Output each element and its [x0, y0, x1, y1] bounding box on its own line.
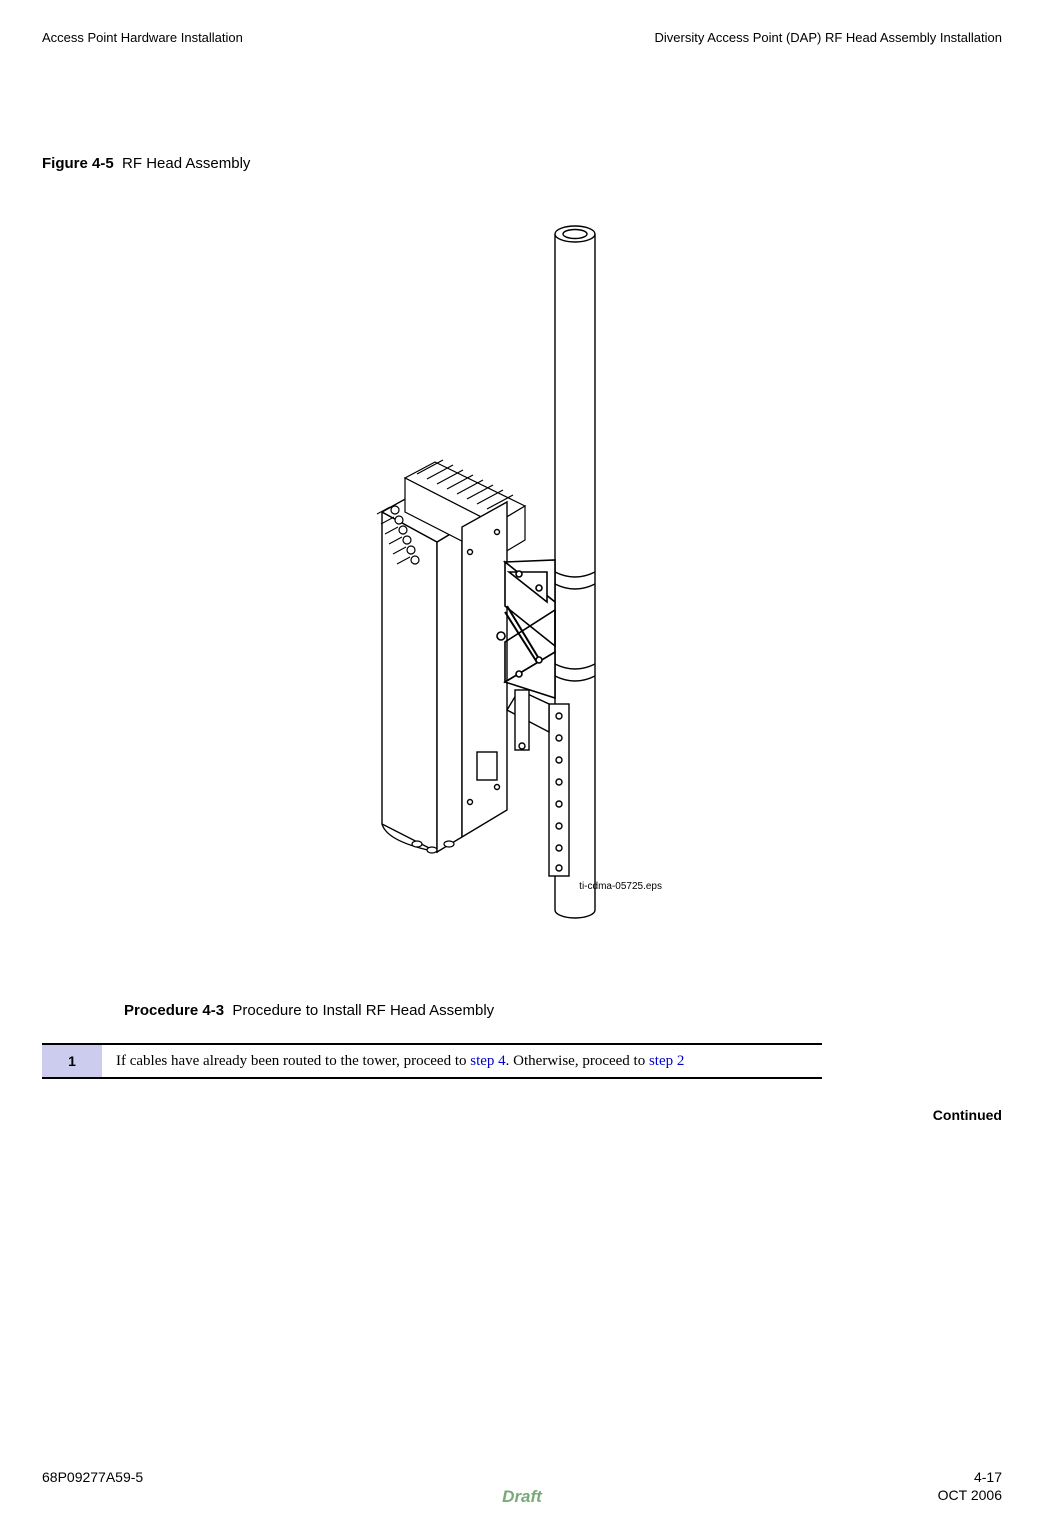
step-link-2[interactable]: step 2	[649, 1053, 684, 1069]
header-right: Diversity Access Point (DAP) RF Head Ass…	[654, 30, 1002, 45]
header-left: Access Point Hardware Installation	[42, 30, 243, 45]
step-number-cell: 1	[42, 1044, 102, 1078]
step-link-1[interactable]: step 4	[470, 1053, 505, 1069]
step-text-cell: If cables have already been routed to th…	[102, 1044, 822, 1078]
draft-label: Draft	[502, 1487, 542, 1507]
page-number: 4-17	[974, 1469, 1002, 1485]
figure-label: Figure 4-5 RF Head Assembly	[42, 155, 1002, 172]
continued-label: Continued	[42, 1107, 1002, 1123]
procedure-table: 1 If cables have already been routed to …	[42, 1043, 822, 1079]
footer-date: OCT 2006	[938, 1487, 1002, 1503]
table-row: 1 If cables have already been routed to …	[42, 1044, 822, 1078]
procedure-title: Procedure to Install RF Head Assembly	[232, 1002, 494, 1019]
procedure-label: Procedure 4-3 Procedure to Install RF He…	[124, 1002, 1002, 1019]
figure-number: Figure 4-5	[42, 155, 114, 172]
step-text-part1: If cables have already been routed to th…	[116, 1053, 470, 1069]
footer: 68P09277A59-5 4-17 Draft OCT 2006	[42, 1469, 1002, 1503]
figure-container: ti-cdma-05725.eps	[42, 212, 1002, 932]
eps-filename: ti-cdma-05725.eps	[579, 881, 662, 892]
step-text-part2: . Otherwise, proceed to	[506, 1053, 649, 1069]
rf-head-assembly-diagram	[287, 212, 757, 932]
doc-id: 68P09277A59-5	[42, 1469, 143, 1485]
procedure-number: Procedure 4-3	[124, 1002, 224, 1019]
figure-title: RF Head Assembly	[122, 155, 250, 172]
